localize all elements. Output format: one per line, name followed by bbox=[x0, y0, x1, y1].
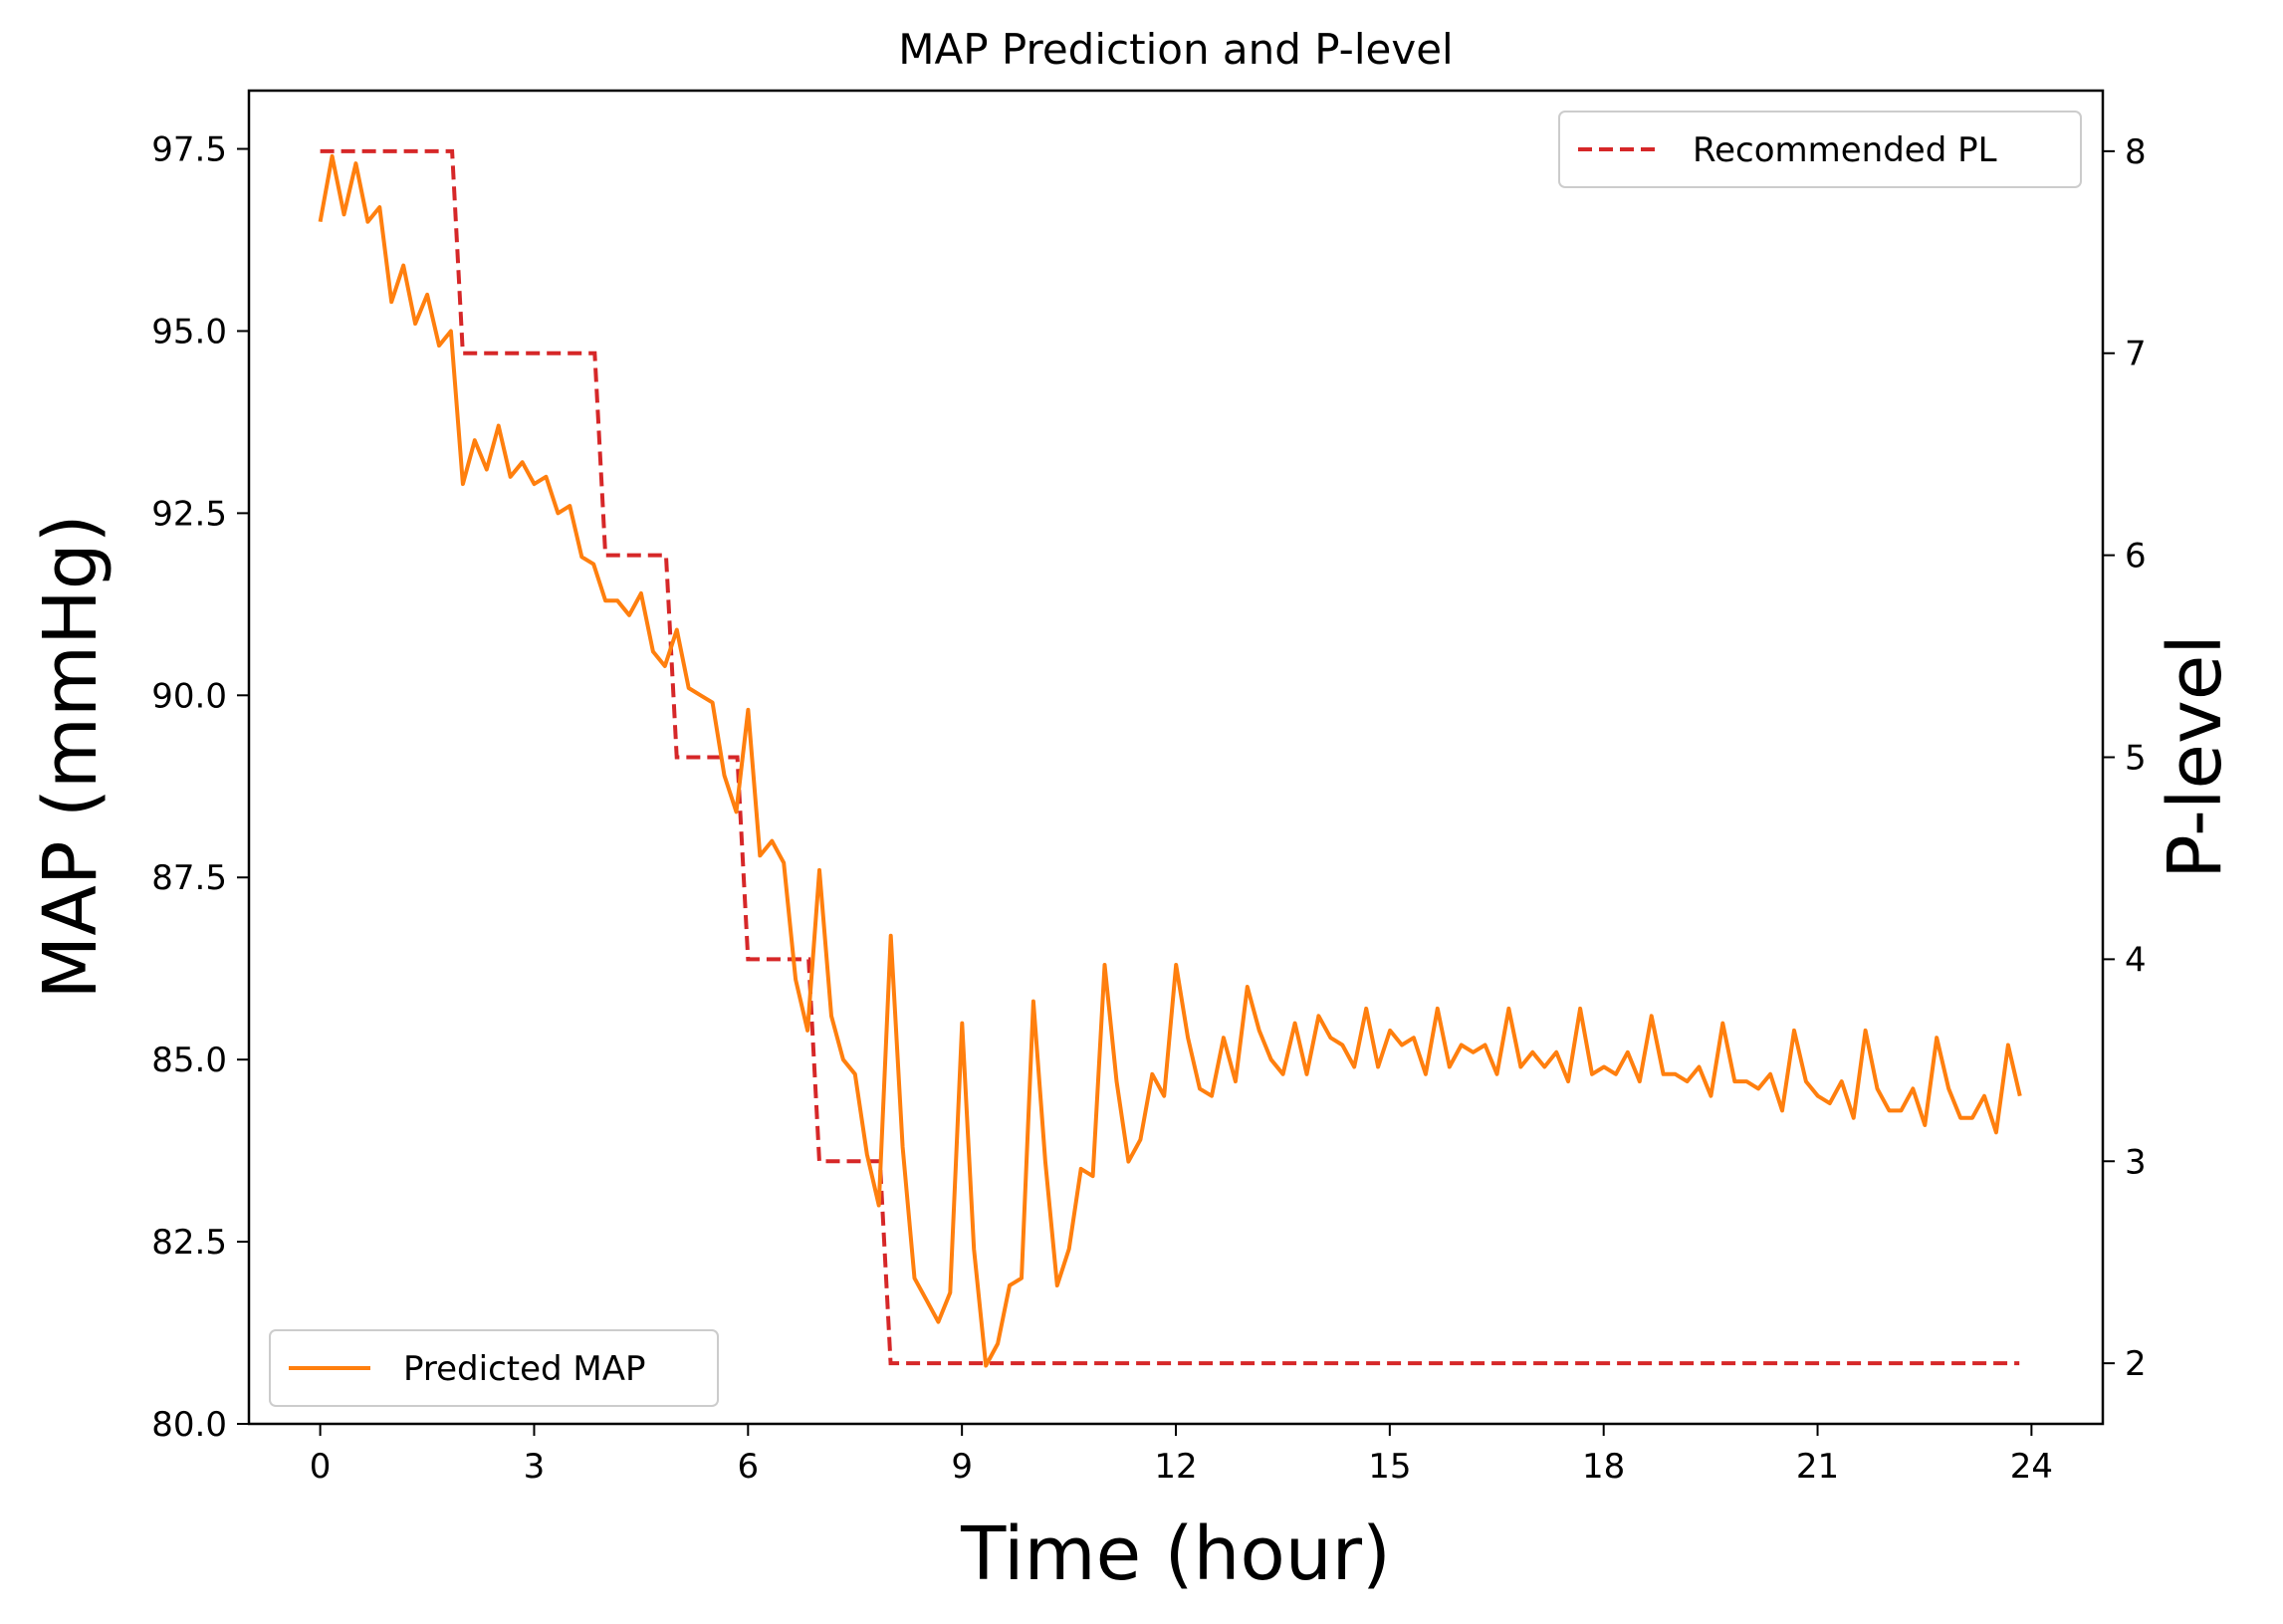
y-tick-label: 97.5 bbox=[151, 130, 227, 170]
x-tick-label: 12 bbox=[1154, 1447, 1197, 1487]
y-tick-label: 92.5 bbox=[151, 494, 227, 534]
x-tick-label: 9 bbox=[951, 1447, 973, 1487]
y-axis-right-title: P-level bbox=[2153, 634, 2238, 879]
chart-title: MAP Prediction and P-level bbox=[898, 25, 1453, 74]
y-axis-left-ticks: 80.0 82.5 85.0 87.5 90.0 92.5 95.0 97.5 bbox=[151, 130, 249, 1445]
series-line-recommended-pl bbox=[320, 148, 2020, 1366]
y2-tick-label: 4 bbox=[2125, 940, 2147, 980]
x-axis-title: Time (hour) bbox=[960, 1511, 1391, 1597]
y2-tick-label: 3 bbox=[2125, 1142, 2147, 1182]
legend-predicted-map: Predicted MAP bbox=[269, 1329, 719, 1407]
legend-frame bbox=[1558, 111, 2082, 188]
plot-frame bbox=[247, 89, 2105, 1426]
x-tick-label: 18 bbox=[1582, 1447, 1625, 1487]
y2-tick-label: 7 bbox=[2125, 335, 2147, 374]
legend-recommended-pl: Recommended PL bbox=[1558, 111, 2082, 188]
y-tick-label: 90.0 bbox=[151, 676, 227, 716]
data-layer bbox=[318, 148, 2022, 1368]
y-axis-right-ticks: 2 3 4 5 6 7 8 bbox=[2103, 132, 2147, 1384]
x-tick-label: 15 bbox=[1368, 1447, 1411, 1487]
y2-tick-label: 5 bbox=[2125, 739, 2147, 779]
y-tick-label: 95.0 bbox=[151, 312, 227, 351]
series-line-predicted-map bbox=[318, 153, 2022, 1368]
legend-frame bbox=[269, 1329, 719, 1407]
x-tick-label: 6 bbox=[737, 1447, 759, 1487]
y-tick-label: 80.0 bbox=[151, 1405, 227, 1445]
x-tick-label: 3 bbox=[524, 1447, 546, 1487]
y2-tick-label: 6 bbox=[2125, 537, 2147, 577]
y-tick-label: 87.5 bbox=[151, 858, 227, 898]
y2-tick-label: 2 bbox=[2125, 1344, 2147, 1384]
legend-label-predicted-map: Predicted MAP bbox=[403, 1349, 646, 1389]
x-tick-label: 0 bbox=[310, 1447, 332, 1487]
legend-label-recommended-pl: Recommended PL bbox=[1693, 130, 1997, 170]
x-tick-label: 24 bbox=[2010, 1447, 2053, 1487]
y-axis-left-title: MAP (mmHg) bbox=[28, 514, 114, 999]
y-tick-label: 82.5 bbox=[151, 1223, 227, 1263]
y2-tick-label: 8 bbox=[2125, 132, 2147, 172]
x-axis-ticks: 0 3 6 9 12 15 18 21 24 bbox=[310, 1424, 2053, 1487]
y-tick-label: 85.0 bbox=[151, 1041, 227, 1080]
x-tick-label: 21 bbox=[1796, 1447, 1839, 1487]
